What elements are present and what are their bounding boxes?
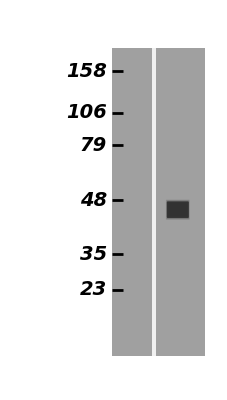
- FancyBboxPatch shape: [165, 200, 189, 220]
- FancyBboxPatch shape: [165, 200, 189, 220]
- Text: 23: 23: [79, 280, 107, 299]
- Bar: [111, 48, 204, 356]
- FancyBboxPatch shape: [166, 202, 188, 218]
- FancyBboxPatch shape: [165, 200, 189, 220]
- Text: 158: 158: [66, 62, 107, 80]
- Bar: [151, 48, 155, 356]
- Text: 48: 48: [79, 191, 107, 210]
- Text: 79: 79: [79, 136, 107, 154]
- Text: 35: 35: [79, 245, 107, 264]
- FancyBboxPatch shape: [165, 200, 188, 219]
- Text: 106: 106: [66, 103, 107, 122]
